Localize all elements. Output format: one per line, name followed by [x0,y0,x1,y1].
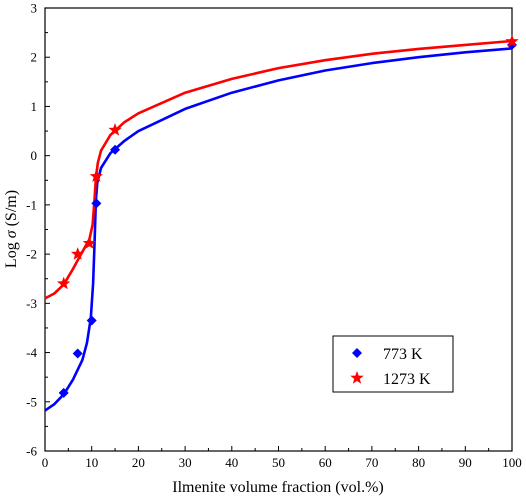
y-tick-label: 2 [31,50,38,65]
x-axis-label: Ilmenite volume fraction (vol.%) [172,479,383,496]
fit-curve [44,39,513,300]
x-tick-label: 20 [132,455,145,470]
y-tick-label: 0 [31,148,38,163]
x-tick-label: 80 [412,455,425,470]
y-tick-label: -1 [26,197,37,212]
axis-tick-labels: 0 10 20 30 40 50 60 70 80 90 100 -6 -5 -4 -3 -2 -1 0 1 2 3 [26,1,522,471]
y-tick-label: 3 [31,1,38,16]
y-tick-label: -6 [26,444,37,459]
x-tick-label: 70 [365,455,378,470]
data-point-diamond [110,144,121,155]
fit-curve [44,47,513,412]
data-point-star [505,34,519,48]
legend-label-1273k: 1273 K [383,371,431,388]
legend-box [332,335,454,393]
legend-marker-773k [352,348,362,358]
data-point-star [71,247,85,260]
y-tick-label: -4 [26,345,37,360]
x-tick-label: 100 [502,455,522,470]
data-point-star [108,123,122,136]
fit-curves [44,39,513,412]
y-tick-label: -5 [26,394,37,409]
x-tick-label: 40 [225,455,238,470]
data-point-diamond [86,315,97,326]
x-tick-label: 10 [85,455,98,470]
data-point-diamond [58,387,69,398]
data-point-star [57,276,71,290]
y-axis-label-prefix: Log [3,238,20,268]
data-point-star [82,236,96,249]
data-point-diamond [72,348,83,359]
y-axis-label-symbol: σ [3,229,20,238]
y-tick-label: -3 [26,296,37,311]
x-tick-label: 0 [42,455,49,470]
legend-label-773k: 773 K [383,346,423,363]
axis-ticks [44,7,513,452]
x-tick-label: 60 [319,455,332,470]
y-axis-label: Log σ (S/m) [3,190,20,268]
x-tick-label: 90 [459,455,472,470]
data-markers [57,34,519,398]
legend: 773 K 1273 K [332,335,454,393]
data-point-star [350,371,364,384]
data-point-star [89,169,103,182]
y-tick-label: 1 [31,99,38,114]
y-axis-label-suffix: (S/m) [3,190,20,230]
data-point-diamond [91,198,102,209]
legend-marker-1273k [350,371,364,384]
x-tick-label: 50 [272,455,285,470]
y-tick-label: -2 [26,247,37,262]
x-tick-label: 30 [179,455,192,470]
data-point-diamond [352,348,362,358]
